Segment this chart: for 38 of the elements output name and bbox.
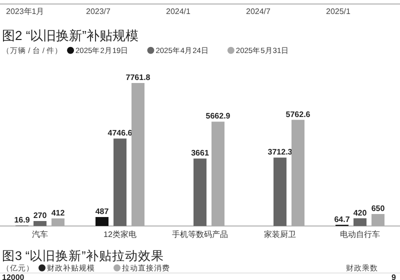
text: 2024/1 — [166, 7, 192, 16]
bar — [52, 218, 64, 226]
bar — [132, 83, 144, 226]
x-tick-label: 汽车 — [32, 230, 48, 239]
text: 2024/7 — [246, 7, 272, 16]
data-label: 64.7 — [334, 214, 350, 224]
data-label: 420 — [353, 208, 368, 218]
bar — [194, 158, 206, 226]
data-label: 270 — [33, 211, 48, 220]
bar — [292, 120, 304, 226]
data-label: 412 — [51, 208, 66, 218]
data-label: 487 — [95, 207, 110, 216]
text: 2023/7 — [86, 7, 112, 16]
data-label: 16.9 — [14, 216, 30, 225]
text: 2023年1月 — [6, 7, 44, 16]
bar — [354, 218, 366, 226]
x-tick-label: 手机等数码产品 — [172, 230, 228, 239]
text: 图3 “以旧换新”补贴拉动效果 — [2, 249, 164, 263]
bar — [274, 158, 286, 226]
chart-title: 图2 “以旧换新”补贴规模 — [2, 28, 138, 43]
bar — [372, 214, 384, 226]
bar — [114, 138, 126, 226]
text: 2025/1 — [326, 7, 352, 16]
x-tick-label: 电动自行车 — [340, 230, 380, 239]
x-tick-label: 家装厨卫 — [264, 230, 296, 239]
data-label: 5662.9 — [206, 112, 231, 121]
data-label: 7761.8 — [126, 73, 151, 82]
text: 12000 — [2, 273, 25, 280]
data-label: 4746.6 — [108, 128, 133, 138]
data-label: 650 — [371, 204, 386, 214]
x-tick-label: 12类家电 — [104, 230, 136, 239]
bar — [96, 217, 108, 226]
bar — [212, 122, 224, 226]
data-label: 3712.3 — [268, 148, 293, 157]
data-label: 5762.6 — [286, 110, 311, 119]
data-label: 3661 — [191, 148, 210, 158]
text: 9 — [392, 273, 397, 280]
bar — [34, 221, 46, 226]
